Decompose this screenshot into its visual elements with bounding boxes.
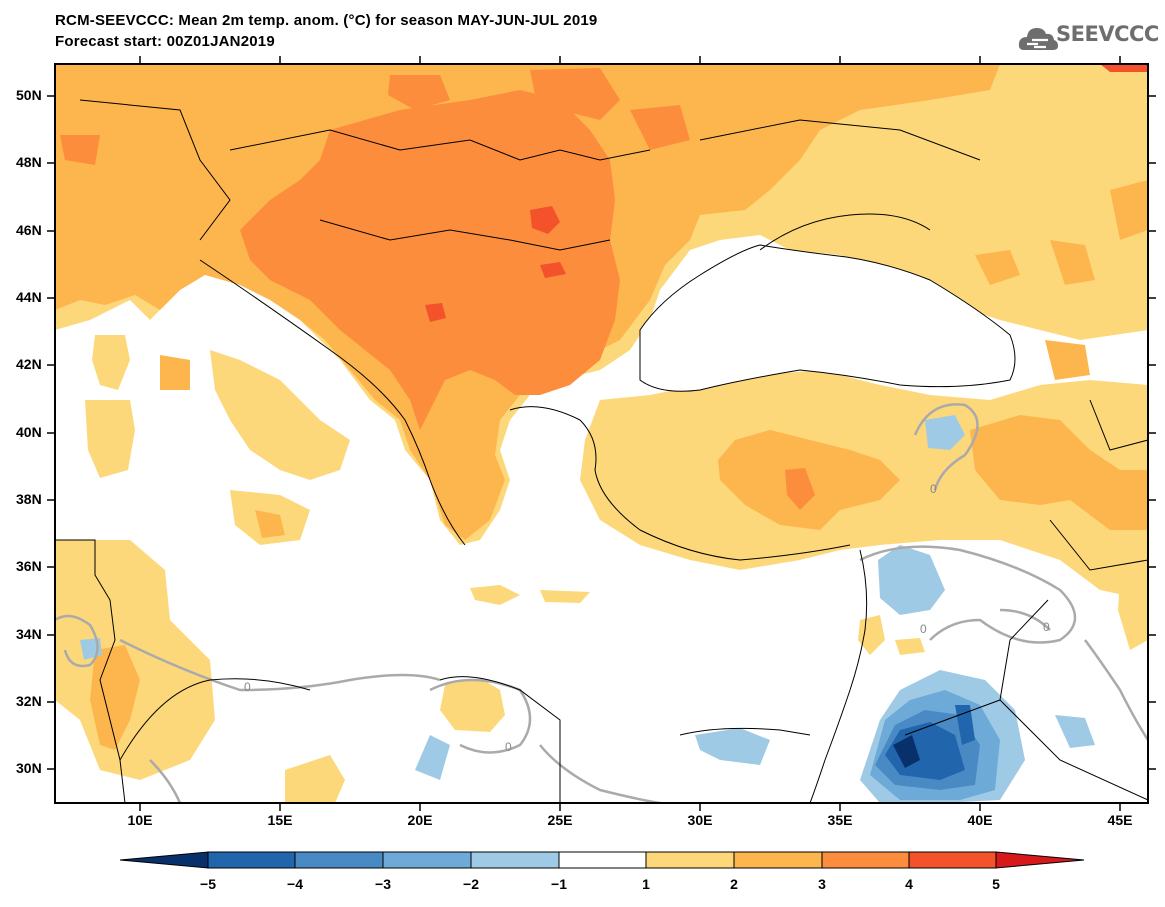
- lon-label: 20E: [407, 812, 433, 828]
- lat-label: 34N: [16, 626, 42, 642]
- colorbar-label: −5: [200, 876, 216, 892]
- cloud-icon: [1018, 28, 1058, 50]
- colorbar-label: 3: [818, 876, 826, 892]
- colorbar-label: −2: [463, 876, 479, 892]
- colorbar-segment-2-3: [733, 851, 823, 869]
- colorbar-label: 1: [642, 876, 650, 892]
- anomaly-negative-fill: [80, 415, 1095, 803]
- forecast-start: Forecast start: 00Z01JAN2019: [55, 33, 275, 50]
- contour-label: 0: [920, 622, 927, 636]
- colorbar-segment-minus4-minus3: [294, 851, 384, 869]
- colorbar-segment-3-4: [821, 851, 910, 869]
- lon-label: 30E: [687, 812, 713, 828]
- lon-label: 40E: [967, 812, 993, 828]
- colorbar-label: 5: [992, 876, 1000, 892]
- colorbar-segment-minus2-minus1: [470, 851, 560, 869]
- colorbar-segment-above-5: [995, 851, 1085, 869]
- lat-label: 30N: [16, 760, 42, 776]
- zero-contours: [55, 403, 1148, 803]
- anomaly-4-5-fill: [425, 64, 1148, 322]
- colorbar-segment-below-minus5: [119, 851, 209, 869]
- lon-label: 25E: [547, 812, 573, 828]
- colorbar-label: −3: [375, 876, 391, 892]
- lat-label: 32N: [16, 693, 42, 709]
- logo-text: SEEVCCC: [1056, 22, 1159, 46]
- colorbar-segment-1-2: [645, 851, 735, 869]
- map-title: RCM-SEEVCCC: Mean 2m temp. anom. (°C) fo…: [55, 12, 598, 29]
- lon-ticks: [139, 56, 1121, 811]
- lat-label: 36N: [16, 558, 42, 574]
- country-borders: [55, 99, 1148, 803]
- contour-label: 0: [1043, 620, 1050, 634]
- colorbar-label: 4: [905, 876, 913, 892]
- anomaly-3-4-fill: [60, 68, 815, 510]
- lon-label: 10E: [127, 812, 153, 828]
- map-field: [55, 64, 1148, 803]
- lat-ticks: [47, 95, 1156, 770]
- colorbar-segment-minus5-minus4: [207, 851, 296, 869]
- lon-label: 45E: [1107, 812, 1133, 828]
- colorbar-label: −1: [551, 876, 567, 892]
- lat-label: 42N: [16, 356, 42, 372]
- colorbar-segment-minus3-minus2: [382, 851, 472, 869]
- lat-label: 48N: [16, 154, 42, 170]
- lat-label: 38N: [16, 491, 42, 507]
- lon-label: 35E: [827, 812, 853, 828]
- colorbar: [119, 851, 1085, 869]
- colorbar-segment-minus1-1: [558, 851, 647, 869]
- colorbar-label: −4: [287, 876, 303, 892]
- lon-label: 15E: [267, 812, 293, 828]
- contour-label: 0: [930, 482, 937, 496]
- lat-label: 40N: [16, 424, 42, 440]
- colorbar-segment-4-5: [908, 851, 997, 869]
- lat-label: 44N: [16, 289, 42, 305]
- lat-label: 46N: [16, 222, 42, 238]
- contour-label: 0: [505, 740, 512, 754]
- lat-label: 50N: [16, 87, 42, 103]
- contour-label: 0: [244, 680, 251, 694]
- colorbar-label: 2: [730, 876, 738, 892]
